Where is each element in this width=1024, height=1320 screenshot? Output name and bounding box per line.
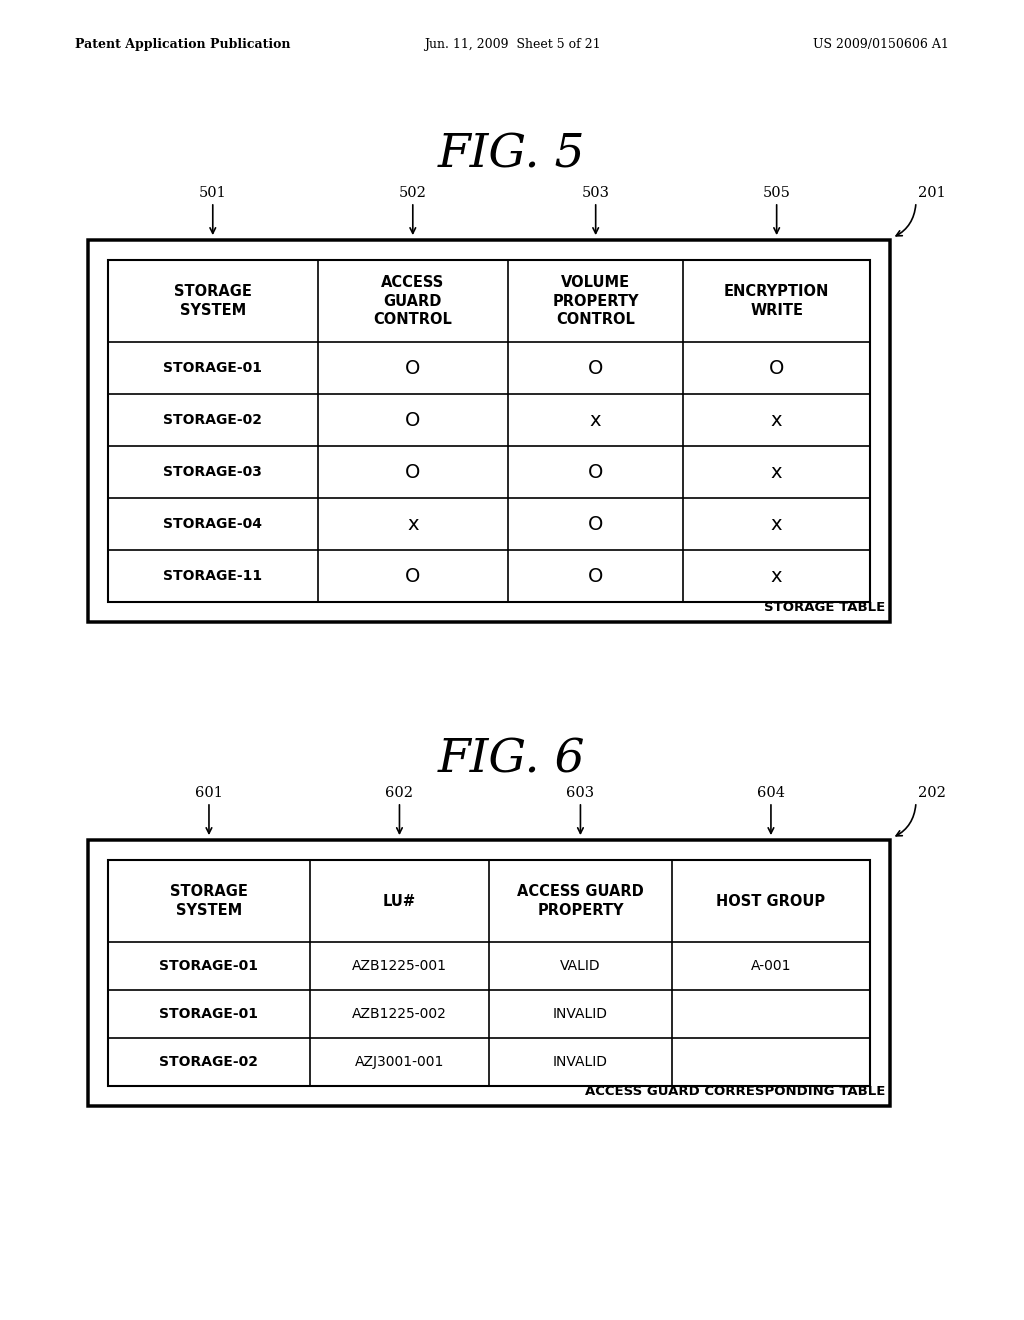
Text: 603: 603 <box>566 785 595 800</box>
Text: ACCESS
GUARD
CONTROL: ACCESS GUARD CONTROL <box>374 275 453 327</box>
Text: STORAGE-11: STORAGE-11 <box>163 569 262 583</box>
Text: x: x <box>771 566 782 586</box>
Text: INVALID: INVALID <box>553 1007 608 1020</box>
Text: STORAGE-01: STORAGE-01 <box>163 360 262 375</box>
Bar <box>108 260 870 602</box>
Text: Jun. 11, 2009  Sheet 5 of 21: Jun. 11, 2009 Sheet 5 of 21 <box>424 38 600 51</box>
Text: 201: 201 <box>918 186 946 201</box>
Text: O: O <box>769 359 784 378</box>
Text: x: x <box>590 411 601 429</box>
Text: VALID: VALID <box>560 960 601 973</box>
FancyBboxPatch shape <box>88 840 890 1106</box>
FancyBboxPatch shape <box>88 240 890 622</box>
Text: AZJ3001-001: AZJ3001-001 <box>354 1055 444 1069</box>
Text: ACCESS GUARD
PROPERTY: ACCESS GUARD PROPERTY <box>517 884 644 917</box>
Text: ACCESS GUARD CORRESPONDING TABLE: ACCESS GUARD CORRESPONDING TABLE <box>585 1085 885 1098</box>
Text: STORAGE-01: STORAGE-01 <box>160 1007 258 1020</box>
Text: STORAGE
SYSTEM: STORAGE SYSTEM <box>174 284 252 318</box>
Text: FIG. 6: FIG. 6 <box>438 738 586 783</box>
Text: STORAGE-03: STORAGE-03 <box>164 465 262 479</box>
Text: x: x <box>771 515 782 533</box>
Text: US 2009/0150606 A1: US 2009/0150606 A1 <box>813 38 949 51</box>
Text: A-001: A-001 <box>751 960 792 973</box>
Text: STORAGE-02: STORAGE-02 <box>160 1055 258 1069</box>
Text: O: O <box>406 462 421 482</box>
Text: 501: 501 <box>199 186 226 201</box>
Text: AZB1225-001: AZB1225-001 <box>352 960 446 973</box>
Text: 601: 601 <box>195 785 223 800</box>
Text: AZB1225-002: AZB1225-002 <box>352 1007 446 1020</box>
Text: STORAGE-02: STORAGE-02 <box>163 413 262 426</box>
Text: FIG. 5: FIG. 5 <box>438 132 586 178</box>
Text: INVALID: INVALID <box>553 1055 608 1069</box>
Text: 505: 505 <box>763 186 791 201</box>
Text: O: O <box>406 566 421 586</box>
Text: 502: 502 <box>399 186 427 201</box>
Text: STORAGE-04: STORAGE-04 <box>163 517 262 531</box>
Text: VOLUME
PROPERTY
CONTROL: VOLUME PROPERTY CONTROL <box>552 275 639 327</box>
Text: O: O <box>588 515 603 533</box>
Text: O: O <box>588 462 603 482</box>
Text: STORAGE TABLE: STORAGE TABLE <box>764 601 885 614</box>
Text: 602: 602 <box>385 785 414 800</box>
Text: x: x <box>771 462 782 482</box>
Text: ENCRYPTION
WRITE: ENCRYPTION WRITE <box>724 284 829 318</box>
Text: O: O <box>406 359 421 378</box>
Text: O: O <box>406 411 421 429</box>
Text: 604: 604 <box>757 785 785 800</box>
Text: x: x <box>408 515 419 533</box>
Text: 202: 202 <box>918 785 946 800</box>
Text: STORAGE
SYSTEM: STORAGE SYSTEM <box>170 884 248 917</box>
Text: x: x <box>771 411 782 429</box>
Bar <box>108 861 870 1086</box>
Text: O: O <box>588 359 603 378</box>
Text: STORAGE-01: STORAGE-01 <box>160 960 258 973</box>
Text: 503: 503 <box>582 186 609 201</box>
Text: HOST GROUP: HOST GROUP <box>717 894 825 908</box>
Text: LU#: LU# <box>383 894 416 908</box>
Text: O: O <box>588 566 603 586</box>
Text: Patent Application Publication: Patent Application Publication <box>75 38 291 51</box>
